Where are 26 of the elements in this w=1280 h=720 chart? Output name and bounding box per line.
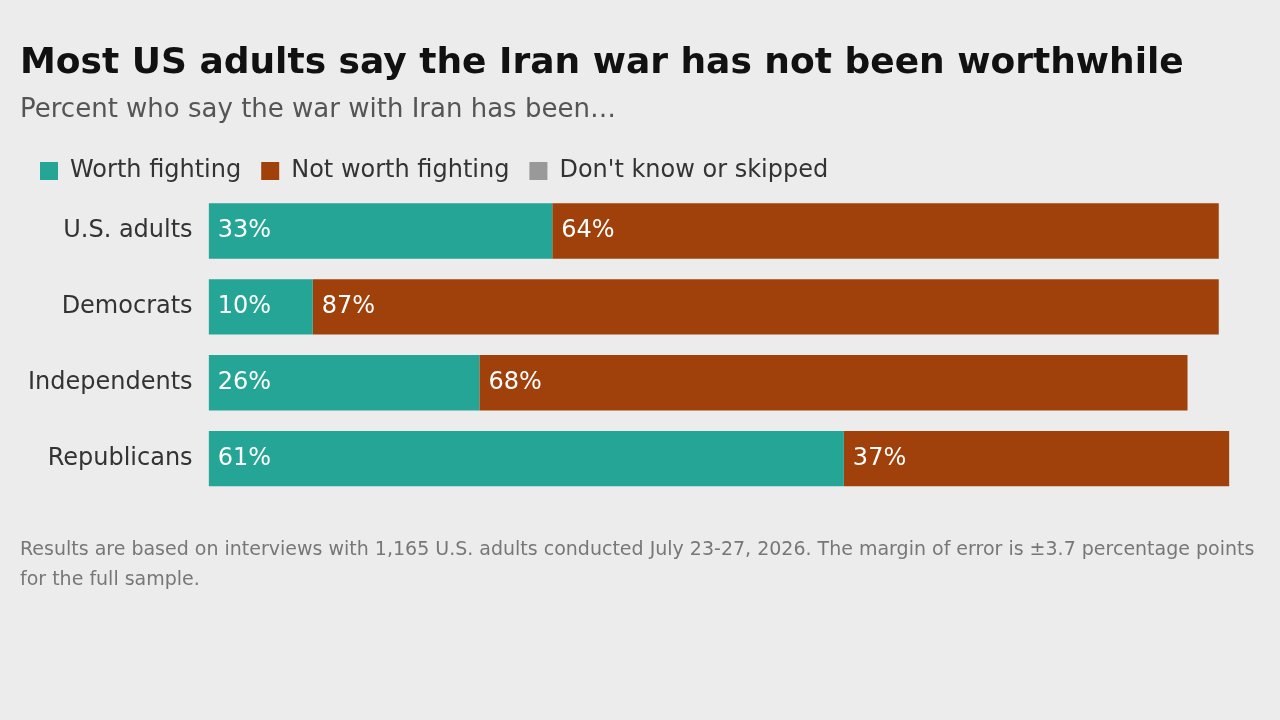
bar: [208, 203, 553, 259]
y-tick-label: Republicans: [47, 442, 193, 471]
data-label: 10%: [217, 291, 271, 320]
bar: [208, 355, 480, 411]
data-label: 26%: [217, 366, 271, 395]
chart-subtitle: Percent who say the war with Iran has been…: [20, 93, 617, 123]
bar: [208, 279, 313, 335]
chart-title: Most US adults say the Iran war has not been worthwhile: [20, 40, 1185, 81]
legend-label: Don't know or skipped: [559, 155, 829, 184]
bar: [843, 430, 1230, 487]
data-label: 37%: [852, 442, 907, 471]
text: Results are based on interviews with 1,165 U.S. adults conducted July 23-27, 2026. The margin of error is ±3.7 percentage points for the full sample.: [20, 536, 1256, 592]
bar: [552, 203, 1219, 259]
data-label: 68%: [488, 366, 542, 395]
data-label: 87%: [321, 291, 376, 320]
legend-label: Not worth fighting: [291, 155, 510, 184]
bar: [312, 279, 1219, 335]
data-label: 64%: [561, 215, 615, 244]
data-label: 61%: [217, 442, 271, 471]
y-tick-label: Democrats: [61, 291, 193, 320]
y-tick-label: Independents: [28, 366, 193, 395]
bar: [479, 355, 1188, 411]
legend-label: Worth fighting: [70, 155, 242, 184]
y-tick-label: U.S. adults: [63, 215, 193, 244]
bar: [208, 430, 844, 487]
data-label: 33%: [217, 215, 271, 244]
